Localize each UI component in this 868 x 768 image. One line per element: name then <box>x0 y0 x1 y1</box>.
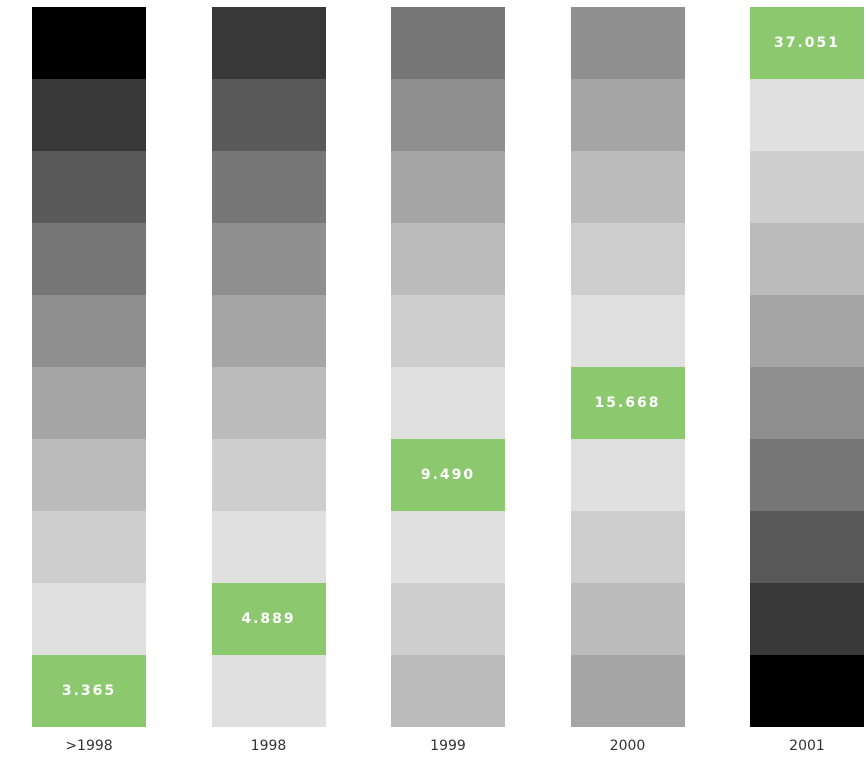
shade-cell <box>211 367 326 439</box>
shade-cell <box>211 151 326 223</box>
column-label: >1998 <box>65 738 113 754</box>
column: 3.365 <box>32 7 146 727</box>
shade-cell <box>750 295 864 367</box>
shade-cell <box>32 511 146 583</box>
shade-cell <box>32 295 146 367</box>
shade-cell <box>211 295 326 367</box>
shade-cell <box>570 511 685 583</box>
column-label: 1998 <box>250 738 287 754</box>
value-cell: 15.668 <box>570 367 685 439</box>
shade-cell <box>32 7 146 79</box>
shade-cell <box>570 79 685 151</box>
value-cell: 37.051 <box>750 7 864 79</box>
shade-cell <box>750 151 864 223</box>
shade-cell <box>750 439 864 511</box>
value-cell: 3.365 <box>32 655 146 727</box>
shade-cell <box>570 655 685 727</box>
shade-cell <box>391 367 505 439</box>
shade-cell <box>391 151 505 223</box>
shade-cell <box>32 151 146 223</box>
shade-cell <box>32 79 146 151</box>
shade-cell <box>391 511 505 583</box>
shade-cell <box>211 439 326 511</box>
column: 4.889 <box>211 7 326 727</box>
column: 9.490 <box>391 7 505 727</box>
shade-cell <box>211 511 326 583</box>
shade-cell <box>32 439 146 511</box>
shade-cell <box>750 655 864 727</box>
shade-cell <box>391 655 505 727</box>
shade-cell <box>750 367 864 439</box>
shade-cell <box>750 223 864 295</box>
value-cell: 4.889 <box>211 583 326 655</box>
shade-cell <box>32 223 146 295</box>
shade-cell <box>750 583 864 655</box>
shade-cell <box>211 7 326 79</box>
shade-cell <box>211 655 326 727</box>
column: 37.051 <box>750 7 864 727</box>
shade-cell <box>391 7 505 79</box>
shade-cell <box>750 511 864 583</box>
shade-cell <box>32 583 146 655</box>
shade-cell <box>211 79 326 151</box>
shade-cell <box>570 7 685 79</box>
shade-cell <box>391 79 505 151</box>
shade-cell <box>570 583 685 655</box>
shade-cell <box>750 79 864 151</box>
shade-cell <box>211 223 326 295</box>
shade-cell <box>391 583 505 655</box>
column: 15.668 <box>570 7 685 727</box>
column-label: 1999 <box>430 738 466 754</box>
shade-cell <box>570 223 685 295</box>
value-cell: 9.490 <box>391 439 505 511</box>
column-label: 2001 <box>789 738 825 754</box>
shade-cell <box>391 223 505 295</box>
shade-cell <box>32 367 146 439</box>
shade-cell <box>570 295 685 367</box>
shade-cell <box>570 439 685 511</box>
shade-cell <box>391 295 505 367</box>
shade-cell <box>570 151 685 223</box>
column-label: 2000 <box>609 738 646 754</box>
